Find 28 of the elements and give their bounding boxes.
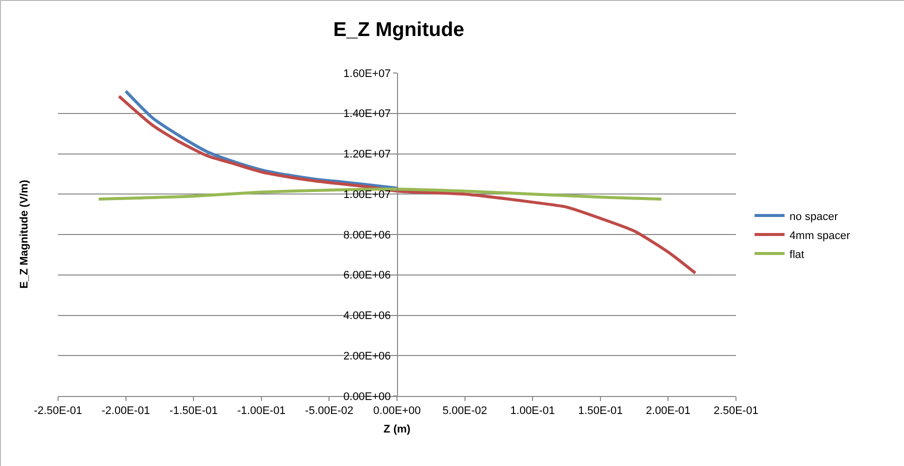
- y-tick-label: 0.00E+00: [343, 390, 391, 403]
- y-tick-label: 2.00E+06: [343, 350, 391, 362]
- y-tick-label: 6.00E+06: [343, 270, 391, 282]
- line-series: [97, 188, 663, 201]
- x-tick-label: -2.00E-01: [102, 405, 150, 418]
- y-axis-title: E_Z Magnitude (V/m): [18, 179, 31, 289]
- x-tick-label: -1.50E-01: [169, 405, 218, 418]
- x-tick-label: 2.50E-01: [714, 405, 758, 418]
- x-tick-label: 1.00E-01: [510, 405, 555, 418]
- legend-label: flat: [790, 248, 804, 261]
- y-tick-label: 1.20E+07: [343, 148, 391, 161]
- x-axis-title: Z (m): [384, 423, 411, 436]
- x-tick-label: 1.50E-01: [578, 405, 623, 418]
- x-tick-label: 0.00E+00: [373, 405, 421, 418]
- x-tick-label: 2.00E-01: [646, 405, 691, 418]
- x-tick-label: -5.00E-02: [305, 405, 354, 418]
- x-tick-label: -1.00E-01: [237, 405, 286, 418]
- y-tick-label: 8.00E+06: [343, 229, 391, 242]
- y-tick-label: 1.00E+07: [343, 188, 391, 201]
- y-tick-label: 1.40E+07: [343, 108, 391, 120]
- x-tick-label: 5.00E-02: [442, 405, 488, 418]
- x-tick-label: -2.50E-01: [34, 405, 82, 418]
- line-series: [124, 90, 398, 190]
- legend-label: no spacer: [790, 210, 838, 223]
- chart-title: E_Z Mgnitude: [333, 18, 464, 41]
- legend-label: 4mm spacer: [790, 230, 850, 242]
- y-tick-label: 4.00E+06: [343, 310, 391, 322]
- y-tick-label: 1.60E+07: [343, 68, 391, 80]
